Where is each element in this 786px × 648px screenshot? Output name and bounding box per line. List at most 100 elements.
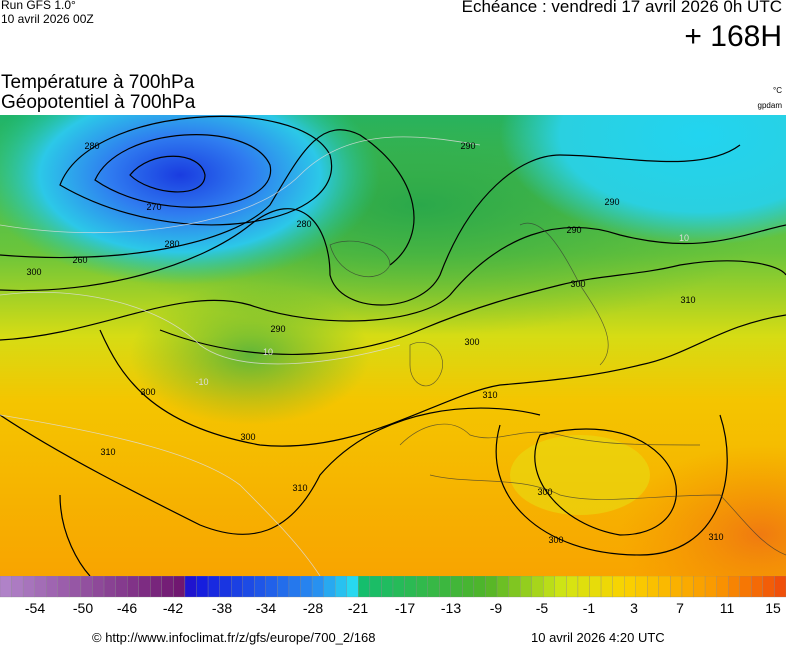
color-swatch <box>728 576 740 598</box>
color-swatch <box>335 576 347 598</box>
unit-temperature: °C <box>773 86 782 95</box>
color-swatch <box>496 576 509 598</box>
temperature-field <box>500 115 786 245</box>
color-swatch <box>265 576 278 598</box>
color-scale-label: 11 <box>720 600 735 616</box>
generated-time: 10 avril 2026 4:20 UTC <box>531 630 665 645</box>
color-swatch <box>300 576 313 598</box>
color-swatch <box>508 576 521 598</box>
color-swatch <box>207 576 220 598</box>
color-swatch <box>358 576 371 598</box>
color-swatch <box>0 576 12 598</box>
color-swatch <box>647 576 660 598</box>
color-swatch <box>439 576 451 598</box>
color-swatch <box>184 576 197 598</box>
color-swatch <box>462 576 475 598</box>
color-swatch <box>531 576 544 598</box>
color-scale-label: -46 <box>117 600 137 616</box>
color-scale-label: -38 <box>212 600 232 616</box>
temperature-field <box>130 285 370 425</box>
contour-label: 310 <box>292 483 307 493</box>
color-swatch <box>774 576 786 598</box>
map: 280 270 280 260 300 290 280 290 300 310 300 310 290 3… <box>0 115 786 576</box>
color-swatch <box>277 576 290 598</box>
temperature-field <box>510 435 650 515</box>
color-swatch <box>624 576 636 598</box>
color-swatch <box>254 576 267 598</box>
contour-label: 310 <box>680 295 695 305</box>
valid-time: Echéance : vendredi 17 avril 2026 0h UTC <box>461 0 782 16</box>
color-swatch <box>126 576 139 598</box>
color-swatch <box>22 576 35 598</box>
color-scale-label: -1 <box>583 600 596 616</box>
contour-label: 300 <box>26 267 41 277</box>
contour-label: 300 <box>464 337 479 347</box>
color-swatch <box>577 576 590 598</box>
color-scale-label: -5 <box>536 600 549 616</box>
color-scale-label: -28 <box>303 600 323 616</box>
title-temperature: Température à 700hPa <box>1 72 195 93</box>
color-swatch <box>219 576 232 598</box>
run-label: Run GFS 1.0° <box>1 0 76 12</box>
isotherm-label: 10 <box>679 233 689 243</box>
contour-label: 300 <box>240 432 255 442</box>
color-swatch <box>34 576 47 598</box>
contour-label: 280 <box>296 219 311 229</box>
isotherm-label: -10 <box>195 377 208 387</box>
title-geopotential: Géopotentiel à 700hPa <box>1 92 196 113</box>
color-swatch <box>600 576 613 598</box>
color-swatch <box>150 576 162 598</box>
color-swatch <box>543 576 555 598</box>
contour-label: 300 <box>140 387 155 397</box>
color-scale-label: -54 <box>25 600 45 616</box>
color-scale-label: -50 <box>73 600 93 616</box>
contour-label: 290 <box>460 141 475 151</box>
color-swatch <box>311 576 324 598</box>
color-swatch <box>242 576 255 598</box>
contour-label: 270 <box>146 202 161 212</box>
color-swatch <box>704 576 717 598</box>
source-url: © http://www.infoclimat.fr/z/gfs/europe/… <box>92 630 376 645</box>
color-swatch <box>404 576 417 598</box>
color-swatch <box>751 576 764 598</box>
color-scale-label: -34 <box>256 600 276 616</box>
contour-label: 310 <box>482 390 497 400</box>
contour-label: 290 <box>604 197 619 207</box>
color-swatch <box>57 576 70 598</box>
color-scale-label: -13 <box>441 600 461 616</box>
color-swatch <box>415 576 428 598</box>
color-swatch <box>161 576 174 598</box>
contour-label: 260 <box>72 255 87 265</box>
color-scale-label: -9 <box>490 600 503 616</box>
contour-label: 300 <box>537 487 552 497</box>
color-swatch <box>427 576 440 598</box>
color-swatch <box>450 576 463 598</box>
color-swatch <box>288 576 301 598</box>
color-swatch <box>173 576 186 598</box>
color-swatch <box>103 576 116 598</box>
contour-label: 290 <box>270 324 285 334</box>
color-swatch <box>693 576 706 598</box>
geopotential-contours <box>0 115 786 576</box>
color-scale-label: -42 <box>163 600 183 616</box>
color-swatch <box>485 576 498 598</box>
color-swatch <box>231 576 243 598</box>
color-swatch <box>762 576 775 598</box>
contour-labels: 280 270 280 260 300 290 280 290 300 310 300 310 290 3… <box>26 141 723 545</box>
contour-label: 280 <box>84 141 99 151</box>
color-swatch <box>589 576 602 598</box>
color-swatch <box>115 576 128 598</box>
coastlines <box>329 222 786 556</box>
contour-label: 280 <box>164 239 179 249</box>
color-swatch <box>681 576 694 598</box>
color-swatch <box>80 576 93 598</box>
color-swatch <box>658 576 671 598</box>
lead-time: + 168H <box>684 20 782 53</box>
color-swatch <box>635 576 648 598</box>
color-scale-label: -21 <box>348 600 368 616</box>
color-scale-label: 15 <box>765 600 781 616</box>
run-date: 10 avril 2026 00Z <box>1 12 94 26</box>
color-swatch <box>739 576 752 598</box>
color-swatch <box>554 576 567 598</box>
